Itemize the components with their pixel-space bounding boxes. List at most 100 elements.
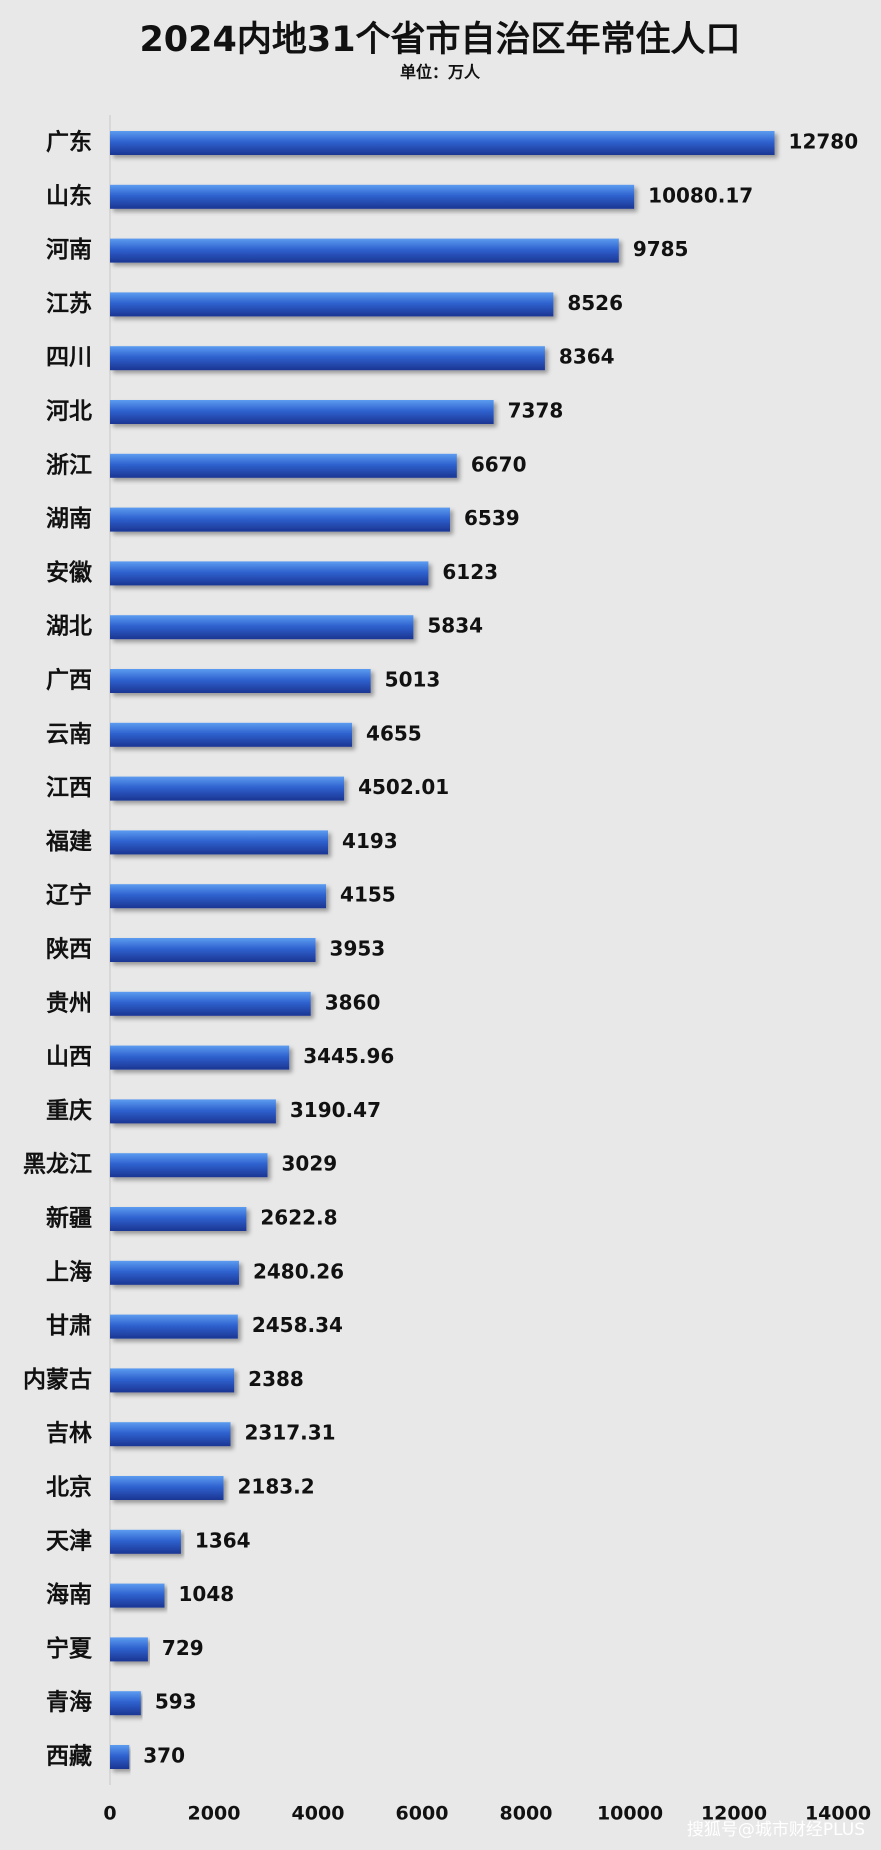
data-label: 2317.31 — [245, 1421, 336, 1445]
data-label: 5013 — [385, 668, 441, 692]
data-label: 593 — [155, 1690, 197, 1714]
data-label: 7378 — [508, 399, 564, 423]
bar — [110, 1422, 231, 1447]
y-tick-label: 四川 — [46, 345, 92, 371]
data-label: 4502.01 — [358, 775, 449, 799]
y-tick-label: 广东 — [46, 129, 92, 156]
x-tick-label: 14000 — [805, 1803, 871, 1825]
y-tick-label: 河南 — [46, 237, 92, 263]
data-label: 2388 — [248, 1367, 304, 1391]
y-tick-label: 天津 — [46, 1527, 92, 1554]
y-tick-label: 广西 — [46, 667, 92, 694]
data-label: 2458.34 — [252, 1313, 343, 1337]
bar — [110, 1207, 247, 1231]
bar — [110, 453, 457, 478]
x-tick-label: 2000 — [188, 1803, 241, 1825]
chart-subtitle: 单位：万人 — [400, 63, 481, 82]
data-label: 10080.17 — [648, 183, 753, 207]
bar — [110, 1153, 268, 1178]
data-label: 729 — [162, 1636, 204, 1660]
data-label: 4655 — [366, 721, 422, 745]
bar — [110, 669, 371, 693]
data-label: 2480.26 — [253, 1259, 344, 1283]
bar — [110, 507, 451, 532]
bar — [110, 1691, 141, 1716]
y-tick-label: 西藏 — [46, 1744, 92, 1770]
data-label: 8526 — [567, 291, 623, 315]
data-label: 3029 — [282, 1152, 338, 1176]
bar — [110, 1368, 235, 1393]
bar — [110, 830, 329, 855]
x-tick-label: 4000 — [292, 1803, 345, 1825]
bar — [110, 400, 494, 424]
bar — [110, 776, 345, 801]
watermark: 搜狐号@城市财经PLUS — [687, 1820, 865, 1840]
y-tick-label: 内蒙古 — [23, 1367, 92, 1393]
y-tick-label: 河北 — [46, 399, 92, 425]
bar — [110, 938, 316, 962]
y-tick-label: 北京 — [46, 1474, 92, 1501]
bar — [110, 722, 353, 747]
bar — [110, 238, 619, 263]
y-tick-label: 上海 — [46, 1258, 92, 1285]
y-tick-label: 山东 — [46, 182, 92, 209]
bar — [110, 561, 429, 586]
y-tick-label: 陕西 — [46, 936, 92, 963]
y-tick-label: 贵州 — [46, 990, 92, 1016]
y-tick-label: 新疆 — [46, 1205, 92, 1232]
bar — [110, 884, 327, 909]
y-tick-label: 湖南 — [46, 506, 92, 532]
data-label: 3445.96 — [303, 1044, 394, 1068]
y-tick-label: 安徽 — [46, 559, 93, 586]
y-tick-label: 甘肃 — [46, 1313, 92, 1339]
bar — [110, 1045, 290, 1070]
data-label: 1048 — [178, 1582, 234, 1606]
bar — [110, 131, 775, 155]
y-tick-label: 吉林 — [46, 1420, 92, 1447]
data-label: 4193 — [342, 829, 398, 853]
data-label: 2183.2 — [238, 1475, 315, 1499]
data-label: 3860 — [325, 990, 381, 1014]
y-tick-label: 重庆 — [46, 1097, 92, 1124]
bar — [110, 1476, 224, 1500]
data-label: 6539 — [464, 506, 520, 530]
x-tick-label: 10000 — [597, 1803, 663, 1825]
y-tick-label: 福建 — [45, 829, 92, 855]
bar — [110, 991, 311, 1016]
y-tick-label: 湖北 — [46, 614, 92, 640]
data-label: 2622.8 — [260, 1206, 337, 1230]
y-tick-label: 宁夏 — [46, 1635, 93, 1662]
y-tick-label: 山西 — [46, 1044, 92, 1070]
bar — [110, 1745, 130, 1769]
data-label: 3953 — [330, 937, 386, 961]
y-tick-label: 云南 — [46, 721, 92, 747]
x-tick-label: 0 — [103, 1803, 116, 1825]
bar — [110, 346, 545, 371]
y-tick-label: 海南 — [46, 1581, 92, 1608]
data-label: 6670 — [471, 452, 527, 476]
x-tick-label: 8000 — [500, 1803, 553, 1825]
chart-title: 2024内地31个省市自治区年常住人口 — [139, 20, 740, 60]
data-label: 1364 — [195, 1528, 251, 1552]
x-tick-label: 12000 — [701, 1803, 767, 1825]
y-tick-label: 黑龙江 — [23, 1152, 92, 1178]
bar — [110, 292, 554, 317]
y-tick-label: 青海 — [46, 1689, 92, 1716]
data-label: 4155 — [340, 883, 396, 907]
x-tick-label: 6000 — [396, 1803, 449, 1825]
bar — [110, 615, 414, 640]
y-tick-label: 辽宁 — [46, 882, 92, 909]
bar — [110, 1260, 239, 1285]
bar — [110, 1314, 238, 1339]
data-label: 9785 — [633, 237, 689, 261]
y-tick-label: 浙江 — [46, 452, 92, 478]
bar — [110, 1583, 165, 1608]
data-label: 3190.47 — [290, 1098, 381, 1122]
data-label: 8364 — [559, 345, 615, 369]
bar — [110, 1637, 148, 1662]
data-label: 5834 — [427, 614, 483, 638]
data-label: 12780 — [789, 130, 859, 154]
